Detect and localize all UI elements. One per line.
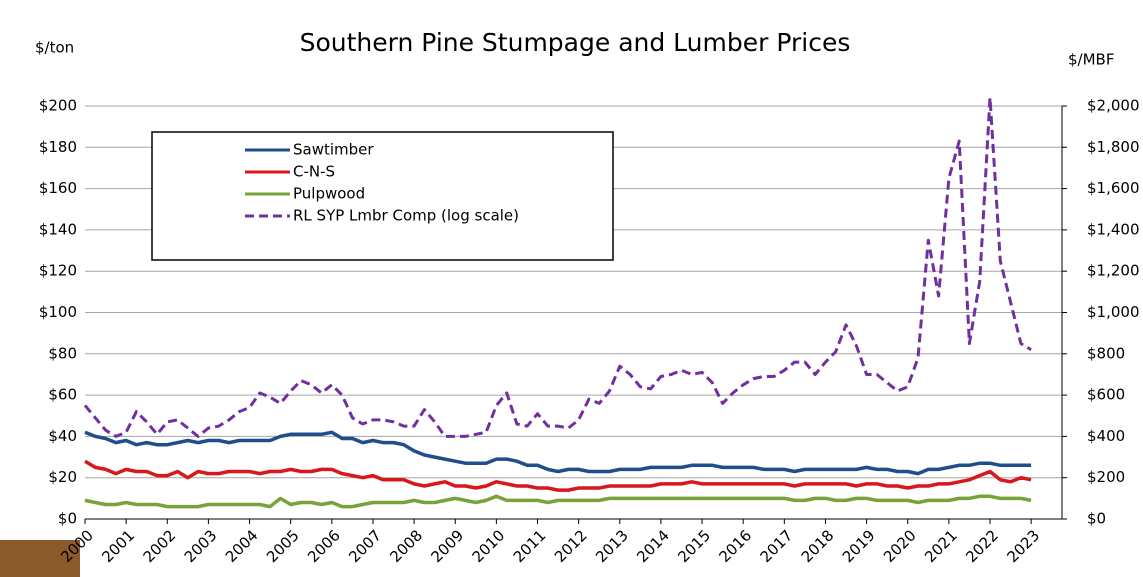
y2-tick-label: $0 — [1087, 510, 1106, 528]
y2-tick-label: $1,000 — [1087, 303, 1140, 321]
chart-title: Southern Pine Stumpage and Lumber Prices — [300, 28, 851, 57]
y-tick-label: $120 — [39, 262, 77, 280]
y2-tick-label: $800 — [1087, 344, 1125, 362]
legend-label: Sawtimber — [293, 141, 374, 159]
y2-tick-label: $1,400 — [1087, 220, 1140, 238]
y-tick-label: $80 — [48, 344, 77, 362]
y-tick-label: $140 — [39, 220, 77, 238]
y-tick-label: $100 — [39, 303, 77, 321]
y-tick-label: $200 — [39, 97, 77, 115]
legend-box — [151, 131, 614, 261]
series-line — [84, 459, 1032, 492]
legend: Sawtimber C-N-S Pulpwood RL SYP Lmbr Comp (… — [151, 131, 614, 261]
series-line — [84, 494, 1032, 509]
y2-tick-label: $1,200 — [1087, 262, 1140, 280]
y2-tick-label: $1,800 — [1087, 138, 1140, 156]
series-line — [84, 430, 1032, 476]
y-tick-label: $40 — [48, 427, 77, 445]
y2-tick-label: $200 — [1087, 468, 1125, 486]
wood-edge — [0, 540, 80, 577]
y-tick-label: $180 — [39, 138, 77, 156]
y2-axis-label: $/MBF — [1068, 51, 1114, 69]
y2-tick-label: $400 — [1087, 427, 1125, 445]
y-tick-label: $160 — [39, 179, 77, 197]
series-line — [83, 96, 1032, 438]
legend-label: RL SYP Lmbr Comp (log scale) — [293, 207, 519, 225]
y-tick-label: $0 — [58, 510, 77, 528]
y2-tick-label: $1,600 — [1087, 179, 1140, 197]
y-tick-label: $20 — [48, 468, 77, 486]
y2-tick-label: $2,000 — [1087, 97, 1140, 115]
legend-label: C-N-S — [293, 163, 335, 181]
legend-label: Pulpwood — [293, 185, 365, 203]
y2-tick-label: $600 — [1087, 386, 1125, 404]
y-axis-label: $/ton — [35, 39, 74, 57]
y-tick-label: $60 — [48, 386, 77, 404]
